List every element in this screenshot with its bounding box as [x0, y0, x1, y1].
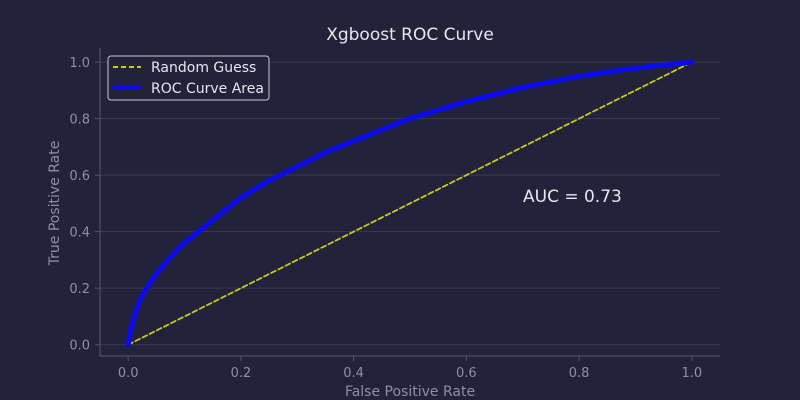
tick-labels: 0.0 0.2 0.4 0.6 0.8 1.0 0.0 0.2 0.4 0.6 0.8 1.0: [69, 56, 702, 381]
y-axis-label: True Positive Rate: [47, 141, 63, 267]
x-tick-label: 0.6: [456, 366, 477, 381]
x-tick-label: 0.4: [343, 366, 364, 381]
roc-curve-line: [125, 59, 695, 348]
chart-title: Xgboost ROC Curve: [326, 25, 494, 45]
x-tick-label: 0.2: [231, 366, 252, 381]
y-tick-label: 0.2: [69, 282, 90, 297]
series-group: [125, 59, 695, 348]
y-tick-label: 1.0: [69, 56, 90, 71]
x-tick-label: 0.0: [118, 366, 139, 381]
y-tick-label: 0.4: [69, 226, 90, 241]
x-tick-label: 1.0: [681, 366, 702, 381]
legend-box: [107, 55, 270, 101]
legend-label-roc: ROC Curve Area: [151, 81, 264, 97]
auc-annotation: AUC = 0.73: [523, 187, 622, 207]
x-axis-label: False Positive Rate: [345, 384, 475, 400]
axes: [95, 48, 720, 361]
y-tick-label: 0.0: [69, 339, 90, 354]
legend-label-random: Random Guess: [151, 60, 256, 76]
y-tick-label: 0.8: [69, 113, 90, 128]
random-guess-line: [127, 61, 693, 346]
x-tick-label: 0.8: [569, 366, 590, 381]
y-tick-label: 0.6: [69, 169, 90, 184]
legend: Random Guess ROC Curve Area: [107, 55, 270, 101]
